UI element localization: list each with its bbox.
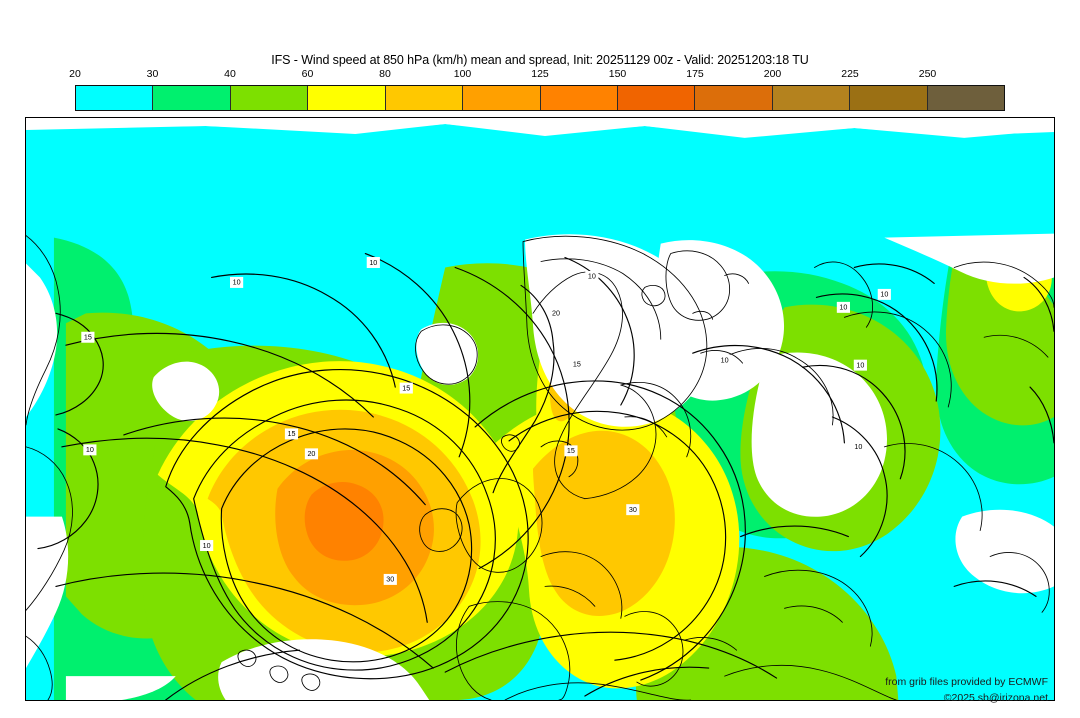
attribution-copyright: ©2025 sb@irizona.net	[943, 692, 1048, 704]
colorbar-segment	[463, 86, 541, 110]
contour-label: 15	[564, 445, 578, 457]
contour-label: 10	[851, 441, 865, 453]
svg-text:15: 15	[84, 334, 92, 342]
svg-text:10: 10	[369, 259, 377, 267]
map-panel[interactable]: 1510101510203010152015153010101010101010…	[25, 117, 1055, 701]
contour-label: 10	[200, 540, 214, 552]
contour-label: 10	[877, 288, 891, 300]
colorbar-tick: 60	[301, 68, 314, 80]
colorbar-segment	[153, 86, 231, 110]
colorbar-tick: 225	[841, 68, 859, 80]
colorbar-segment	[308, 86, 386, 110]
colorbar-tick: 80	[379, 68, 391, 80]
svg-text:10: 10	[721, 356, 729, 364]
colorbar-tick: 100	[453, 68, 472, 80]
svg-text:10: 10	[203, 542, 211, 550]
contour-label: 20	[304, 448, 319, 460]
contour-label: 10	[366, 257, 380, 268]
contour-label: 15	[399, 382, 413, 394]
svg-text:10: 10	[233, 279, 241, 287]
svg-text:10: 10	[588, 273, 596, 281]
svg-text:10: 10	[839, 304, 847, 312]
colorbar-tick: 200	[763, 68, 782, 80]
contour-label: 30	[383, 573, 397, 585]
contour-label: 30	[626, 504, 640, 516]
spread-contour-lines	[37, 252, 1054, 700]
colorbar-tick: 175	[686, 68, 704, 80]
coastlines	[26, 235, 1054, 700]
contour-label: 10	[585, 270, 599, 282]
map-canvas: 1510101510203010152015153010101010101010…	[26, 118, 1054, 700]
below-threshold-areas	[26, 118, 1054, 700]
svg-text:15: 15	[567, 447, 575, 455]
colorbar-segment	[540, 86, 618, 110]
svg-text:10: 10	[856, 361, 864, 369]
svg-text:20: 20	[307, 450, 315, 458]
colorbar-segment	[927, 86, 1005, 110]
colorbar-segment	[230, 86, 309, 110]
attribution-source: from grib files provided by ECMWF	[885, 676, 1048, 688]
colorbar-tick: 20	[69, 68, 81, 80]
svg-text:30: 30	[629, 506, 637, 514]
contour-label: 10	[718, 354, 732, 366]
colorbar-tick: 250	[918, 68, 937, 80]
colorbar-segment	[850, 86, 928, 110]
contour-label: 15	[284, 428, 299, 440]
svg-text:15: 15	[573, 360, 581, 368]
colorbar	[75, 85, 1005, 111]
svg-text:30: 30	[386, 576, 394, 584]
colorbar-tick-labels: 20 30 40 60 80 100 125 150 175 200 225 250	[69, 68, 1005, 82]
colorbar-tick: 150	[608, 68, 627, 80]
colorbar-segment	[76, 86, 154, 110]
svg-text:10: 10	[880, 291, 888, 299]
svg-text:10: 10	[854, 443, 862, 451]
svg-text:20: 20	[552, 310, 560, 318]
contour-label: 15	[81, 331, 95, 343]
contour-label: 10	[230, 276, 244, 288]
contour-label: 10	[836, 301, 850, 313]
colorbar-tick: 30	[146, 68, 159, 80]
contour-label: 10	[83, 444, 97, 456]
colorbar-segment	[772, 86, 851, 110]
colorbar-segments	[75, 85, 1005, 111]
page-title: IFS - Wind speed at 850 hPa (km/h) mean …	[271, 53, 809, 67]
colorbar-tick: 40	[224, 68, 236, 80]
colorbar-segment	[385, 86, 464, 110]
svg-text:15: 15	[402, 384, 410, 392]
svg-text:10: 10	[86, 446, 94, 454]
contour-label: 20	[549, 307, 563, 319]
colorbar-segment	[617, 86, 696, 110]
contour-label: 10	[853, 359, 867, 371]
svg-text:15: 15	[287, 430, 295, 438]
colorbar-tick: 125	[531, 68, 549, 80]
contour-label: 15	[570, 358, 584, 370]
contour-value-labels: 1510101510203010152015153010101010101010…	[81, 257, 891, 585]
colorbar-segment	[695, 86, 773, 110]
